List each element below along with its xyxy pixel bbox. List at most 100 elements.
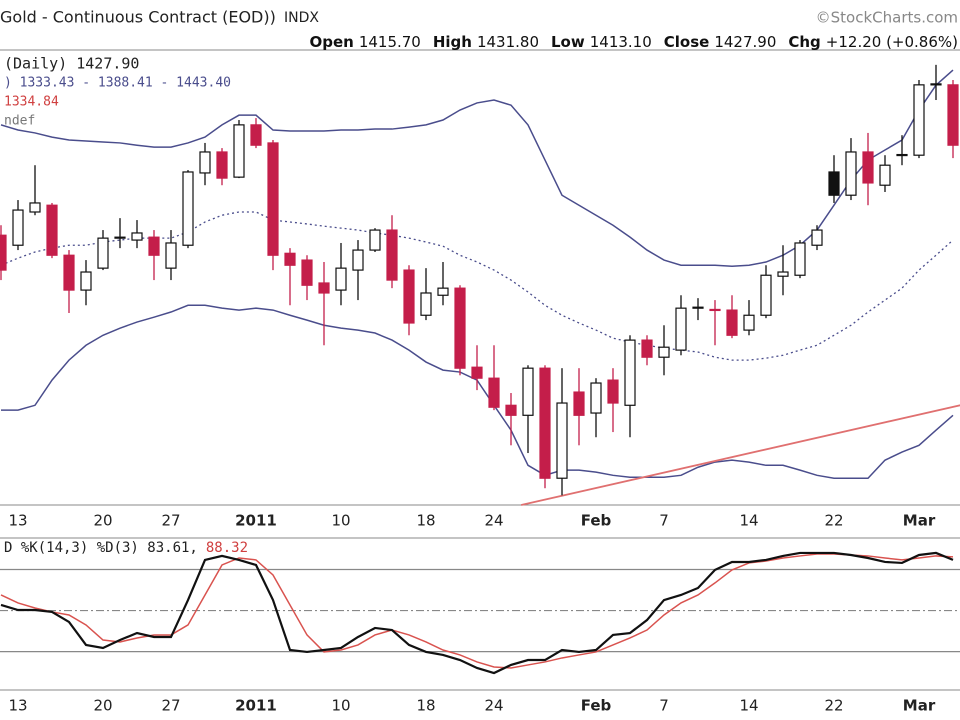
x-tick-label: 13 <box>8 697 27 715</box>
bollinger-upper <box>0 69 954 267</box>
candle-body <box>318 282 330 294</box>
candle-body <box>488 377 500 408</box>
candle-body <box>828 171 840 196</box>
candle-body <box>794 242 806 276</box>
x-tick-label: 22 <box>824 512 843 530</box>
quote-line: Open 1415.70 High 1431.80 Low 1413.10 Close 142… <box>309 33 958 51</box>
candle-body <box>641 339 653 358</box>
quote-label: Close <box>664 33 710 51</box>
x-tick-label: Feb <box>581 697 612 715</box>
candle-body <box>573 391 585 416</box>
x-tick-label: 14 <box>739 512 758 530</box>
x-tick-label: 7 <box>659 512 669 530</box>
x-tick-label: 22 <box>824 697 843 715</box>
x-tick-label: 2011 <box>235 697 277 715</box>
candle-body <box>947 84 959 146</box>
candle-body <box>590 382 602 414</box>
candle-body <box>369 229 381 251</box>
candle-body <box>114 236 126 239</box>
x-tick-label: 2011 <box>235 512 277 530</box>
candle-body <box>131 232 143 241</box>
x-tick-label: Mar <box>903 512 936 530</box>
candle-body <box>12 209 24 246</box>
quote-value: 1427.90 <box>714 33 776 51</box>
exchange: INDX <box>284 10 319 26</box>
candle-body <box>845 151 857 196</box>
candle-body <box>556 402 568 479</box>
legend-text: (Daily) 1427.90 <box>4 55 139 73</box>
x-tick-label: 14 <box>739 697 758 715</box>
candle-body <box>420 292 432 316</box>
x-tick-label: 18 <box>416 697 435 715</box>
candle-body <box>403 269 415 324</box>
x-tick-label: 20 <box>93 697 112 715</box>
candle-body <box>250 124 262 146</box>
candle-body <box>624 339 636 406</box>
trendline <box>521 404 960 506</box>
candle-body <box>216 151 228 179</box>
candle-body <box>301 259 313 286</box>
legend-text: 1334.84 <box>4 95 59 110</box>
x-tick-label: 20 <box>93 512 112 530</box>
candle-body <box>726 309 738 336</box>
quote-label: Open <box>309 33 353 51</box>
x-tick-label: 27 <box>161 512 180 530</box>
quote-value: 1413.10 <box>590 33 652 51</box>
stochastic-line <box>0 553 954 669</box>
candle-body <box>148 236 160 256</box>
legend-entry: D %K(14,3) %D(3) 83.61, <box>4 540 198 556</box>
x-tick-label: Feb <box>581 512 612 530</box>
candle-body <box>29 202 41 213</box>
stochastic-line <box>0 551 954 675</box>
candle-body <box>505 404 517 416</box>
candle-body <box>199 151 211 174</box>
candle-body <box>46 204 58 256</box>
quote-label: Low <box>551 33 585 51</box>
candle-body <box>658 346 670 358</box>
candle-body <box>386 229 398 281</box>
candle-body <box>233 124 245 178</box>
candle-body <box>811 229 823 246</box>
chart-title: Gold - Continuous Contract (EOD)) <box>0 8 276 27</box>
candle-body <box>522 367 534 416</box>
stochastic-panel <box>0 537 960 691</box>
candle-body <box>471 366 483 379</box>
candle-body <box>267 142 279 256</box>
source: ©StockCharts.com <box>816 9 958 27</box>
candle-body <box>930 83 942 86</box>
x-tick-label: 13 <box>8 512 27 530</box>
x-tick-label: 10 <box>331 512 350 530</box>
candle-body <box>80 271 92 291</box>
candle-body <box>862 151 874 184</box>
quote-label: Chg <box>788 33 820 51</box>
quote-label: High <box>433 33 472 51</box>
quote-value: +12.20 (+0.86%) <box>826 33 958 51</box>
legend-text: ) 1333.43 - 1388.41 - 1443.40 <box>4 76 231 91</box>
candle-body <box>777 271 789 277</box>
x-tick-label: 24 <box>484 697 503 715</box>
candle-body <box>63 254 75 291</box>
candle-body <box>675 307 687 351</box>
candle-body <box>539 367 551 479</box>
candle-body <box>743 314 755 331</box>
x-tick-label: Mar <box>903 697 936 715</box>
candle-body <box>454 287 466 369</box>
legend-text: D %K(14,3) %D(3) 83.61, 88.32 <box>4 540 248 556</box>
x-tick-label: 24 <box>484 512 503 530</box>
candle-body <box>692 306 704 309</box>
candle-body <box>284 252 296 266</box>
candle-body <box>896 153 908 157</box>
price-panel <box>0 49 960 506</box>
candle-body <box>0 234 7 271</box>
candle-body <box>879 164 891 186</box>
legend-entry: 88.32 <box>206 540 248 556</box>
x-tick-label: 27 <box>161 697 180 715</box>
candle-body <box>607 379 619 404</box>
candle-body <box>913 84 925 156</box>
x-tick-label: 7 <box>659 697 669 715</box>
candle-body <box>760 274 772 316</box>
quote-value: 1431.80 <box>477 33 539 51</box>
candle-body <box>182 171 194 246</box>
